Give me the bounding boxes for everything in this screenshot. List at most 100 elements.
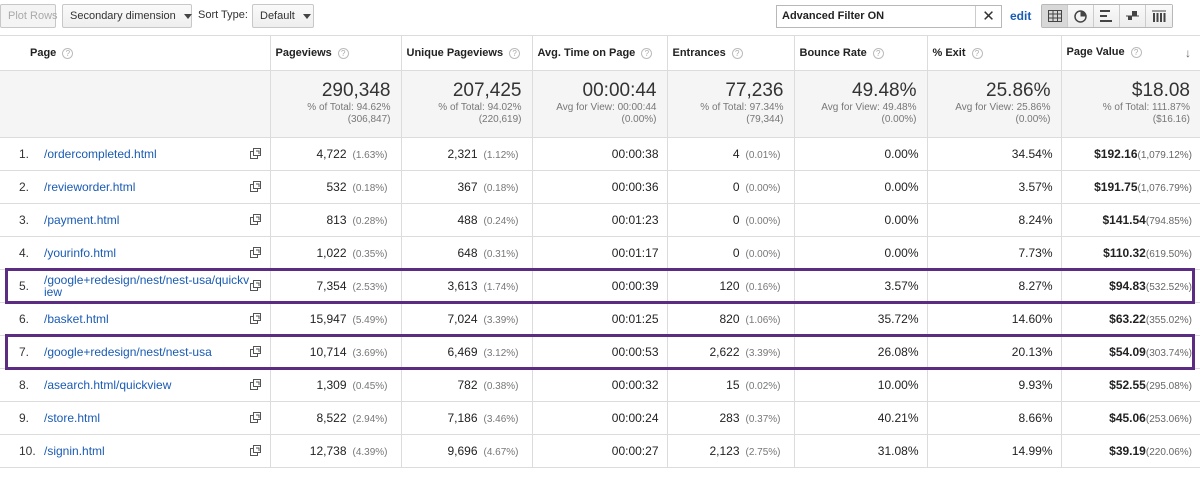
help-icon[interactable]: ? <box>971 47 983 59</box>
pageviews-value: 1,022 <box>316 246 347 260</box>
page-cell: 1. /ordercompleted.html <box>0 137 271 171</box>
entrances-cell: 15 (0.02%) <box>667 368 795 402</box>
help-icon[interactable]: ? <box>1130 46 1142 58</box>
entrances-value: 120 <box>719 279 740 293</box>
percentage-view-button[interactable] <box>1068 5 1094 27</box>
page-link[interactable]: /google+redesign/nest/nest-usa <box>44 345 212 359</box>
plot-rows-button[interactable]: Plot Rows <box>0 4 58 28</box>
help-icon[interactable]: ? <box>62 47 74 59</box>
sort-type-dropdown[interactable]: Default <box>252 4 314 28</box>
total-subtext: (0.00%) <box>621 114 657 125</box>
column-header-exit[interactable]: % Exit? <box>927 35 1062 71</box>
page-link[interactable]: /asearch.html/quickview <box>44 378 172 392</box>
entrances-percent: (0.01%) <box>745 150 781 161</box>
page-value: $39.19 <box>1109 444 1146 458</box>
bounce-rate-cell: 35.72% <box>794 302 928 336</box>
column-header-bounce-rate[interactable]: Bounce Rate? <box>794 35 928 71</box>
report-toolbar: Plot Rows Secondary dimension Sort Type:… <box>0 0 1200 33</box>
column-header-pageviews[interactable]: Pageviews? <box>270 35 402 71</box>
unique-pageviews-percent: (0.38%) <box>483 381 519 392</box>
page-link[interactable]: /google+redesign/nest/nest-usa/quickview <box>44 273 250 299</box>
open-link-icon[interactable] <box>250 148 262 160</box>
unique-pageviews-percent: (3.12%) <box>483 348 519 359</box>
column-header-avg-time[interactable]: Avg. Time on Page? <box>532 35 668 71</box>
secondary-dimension-dropdown[interactable]: Secondary dimension <box>62 4 192 28</box>
clear-filter-button[interactable]: ✕ <box>975 6 1001 27</box>
entrances-percent: (0.37%) <box>745 414 781 425</box>
unique-pageviews-value: 367 <box>457 180 478 194</box>
bounce-rate-cell: 0.00% <box>794 137 928 171</box>
column-header-label: Pageviews <box>275 47 332 59</box>
help-icon[interactable]: ? <box>509 47 521 59</box>
avg-time-cell: 00:00:36 <box>532 170 668 204</box>
total-subtext: % of Total: 94.62% <box>307 102 391 113</box>
unique-pageviews-value: 488 <box>457 213 478 227</box>
page-link[interactable]: /signin.html <box>44 444 105 458</box>
bounce-rate-cell: 40.21% <box>794 401 928 435</box>
open-link-icon[interactable] <box>250 346 262 358</box>
column-header-page-value[interactable]: Page Value? ↓ <box>1061 35 1200 71</box>
open-link-icon[interactable] <box>250 181 262 193</box>
table-row: 10. /signin.html 12,738 (4.39%) 9,696 (4.67%)… <box>0 434 1200 468</box>
open-link-icon[interactable] <box>250 247 262 259</box>
unique-pageviews-percent: (1.74%) <box>483 282 519 293</box>
pageviews-percent: (0.18%) <box>352 183 388 194</box>
row-number: 9. <box>19 411 30 425</box>
pageviews-value: 532 <box>326 180 347 194</box>
row-number: 6. <box>19 312 30 326</box>
table-row: 3. /payment.html 813 (0.28%) 488 (0.24%) 00:01… <box>0 203 1200 237</box>
total-subtext: % of Total: 111.87% <box>1102 102 1190 113</box>
page-link[interactable]: /yourinfo.html <box>44 246 117 260</box>
page-cell: 10. /signin.html <box>0 434 271 468</box>
pageviews-cell: 1,309 (0.45%) <box>270 368 402 402</box>
unique-pageviews-cell: 648 (0.31%) <box>401 236 533 270</box>
entrances-percent: (3.39%) <box>745 348 781 359</box>
grid-icon <box>1047 10 1062 22</box>
column-header-label: Avg. Time on Page <box>537 47 636 59</box>
help-icon[interactable]: ? <box>641 47 653 59</box>
advanced-filter-input[interactable]: Advanced Filter ON ✕ <box>776 5 1002 28</box>
pivot-view-button[interactable] <box>1146 5 1172 27</box>
entrances-value: 15 <box>726 378 740 392</box>
open-link-icon[interactable] <box>250 313 262 325</box>
help-icon[interactable]: ? <box>731 47 743 59</box>
exit-cell: 34.54% <box>927 137 1062 171</box>
table-row: 2. /revieworder.html 532 (0.18%) 367 (0.18%) 0… <box>0 170 1200 204</box>
page-value-cell: $63.22(355.02%) <box>1061 302 1200 336</box>
table-view-button[interactable] <box>1042 5 1068 27</box>
edit-filter-link[interactable]: edit <box>1010 9 1032 23</box>
open-link-icon[interactable] <box>250 379 262 391</box>
column-header-unique-pageviews[interactable]: Unique Pageviews? <box>401 35 533 71</box>
comparison-view-button[interactable] <box>1120 5 1146 27</box>
open-link-icon[interactable] <box>250 445 262 457</box>
open-link-icon[interactable] <box>250 214 262 226</box>
pageviews-value: 813 <box>326 213 347 227</box>
help-icon[interactable]: ? <box>337 47 349 59</box>
pageviews-percent: (1.63%) <box>352 150 388 161</box>
entrances-cell: 0 (0.00%) <box>667 203 795 237</box>
performance-view-button[interactable] <box>1094 5 1120 27</box>
open-link-icon[interactable] <box>250 280 262 292</box>
page-value: $110.32 <box>1103 246 1146 260</box>
sort-descending-icon[interactable]: ↓ <box>1185 46 1191 60</box>
unique-pageviews-cell: 367 (0.18%) <box>401 170 533 204</box>
column-header-entrances[interactable]: Entrances? <box>667 35 795 71</box>
bounce-rate-cell: 3.57% <box>794 269 928 303</box>
exit-cell: 8.24% <box>927 203 1062 237</box>
page-link[interactable]: /payment.html <box>44 213 120 227</box>
performance-bar-icon <box>1100 10 1112 22</box>
entrances-cell: 2,123 (2.75%) <box>667 434 795 468</box>
page-link[interactable]: /ordercompleted.html <box>44 147 157 161</box>
pageviews-cell: 813 (0.28%) <box>270 203 402 237</box>
table-row: 7. /google+redesign/nest/nest-usa 10,714 (3… <box>0 335 1200 369</box>
help-icon[interactable]: ? <box>872 47 884 59</box>
pageviews-value: 10,714 <box>309 345 347 359</box>
open-link-icon[interactable] <box>250 412 262 424</box>
entrances-cell: 820 (1.06%) <box>667 302 795 336</box>
page-link[interactable]: /revieworder.html <box>44 180 136 194</box>
column-header-page[interactable]: Page? <box>0 35 271 71</box>
page-link[interactable]: /store.html <box>44 411 101 425</box>
totals-avg-time: 00:00:44 Avg for View: 00:00:44 (0.00%) <box>532 70 668 138</box>
pageviews-percent: (2.53%) <box>352 282 388 293</box>
page-link[interactable]: /basket.html <box>44 312 109 326</box>
